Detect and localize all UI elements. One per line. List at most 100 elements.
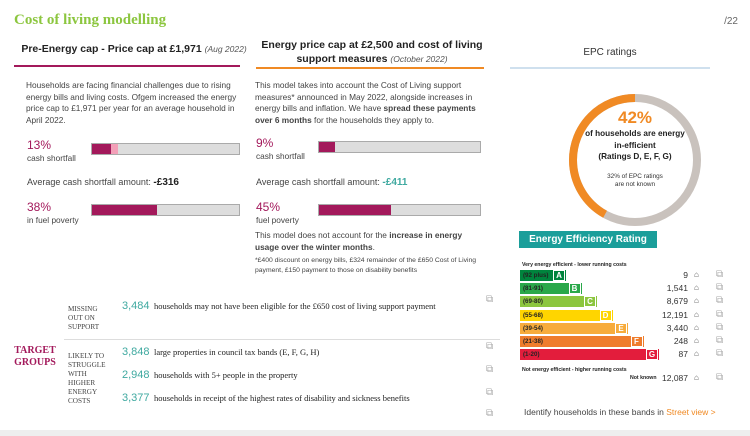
- street-view-link[interactable]: Street view >: [666, 407, 716, 417]
- epc-band-count: 248: [673, 336, 688, 346]
- epc-band-row: (1-20) G 87 ⌂ ⧉: [520, 348, 735, 361]
- home-icon[interactable]: ⌂: [694, 322, 699, 332]
- col1-rule: [14, 65, 240, 67]
- target-row: 3,484 households may not have been eligi…: [122, 296, 492, 314]
- ring-arc: [569, 94, 701, 226]
- external-link-icon[interactable]: ⧉: [716, 321, 724, 333]
- epc-top-note: Very energy efficient - lower running co…: [522, 262, 627, 268]
- epc-band-row: (69-80) C 8,679 ⌂ ⧉: [520, 295, 735, 308]
- epc-bottom-note: Not energy efficient - higher running co…: [522, 367, 627, 373]
- epc-band-letter: D: [599, 309, 612, 321]
- col2-paragraph: This model takes into account the Cost o…: [255, 80, 476, 125]
- street-view-text: Identify households in these bands in St…: [524, 407, 716, 417]
- home-icon[interactable]: ⌂: [694, 349, 699, 359]
- epc-band-g: (1-20) G: [520, 349, 659, 361]
- epc-band-row: (81-91) B 1,541 ⌂ ⧉: [520, 282, 735, 295]
- col1-paragraph: Households are facing financial challeng…: [26, 80, 237, 125]
- home-icon[interactable]: ⌂: [694, 283, 699, 293]
- target-row-number: 3,848: [122, 346, 150, 358]
- target-row-text: households in receipt of the highest rat…: [153, 393, 410, 403]
- col2-heading: Energy price cap at £2,500 and cost of l…: [261, 39, 483, 65]
- col1-shortfall-pct: 13%: [27, 138, 52, 152]
- epc-band-range: (21-38): [523, 338, 543, 345]
- epc-band-row: (39-54) E 3,440 ⌂ ⧉: [520, 321, 735, 334]
- epc-band-range: (92 plus): [523, 272, 549, 279]
- col2-poverty-label: fuel poverty: [256, 215, 299, 225]
- external-link-icon[interactable]: ⧉: [716, 335, 724, 346]
- epc-ring-text: of households are energy in-efficient (R…: [585, 129, 685, 161]
- epc-band-range: (81-91): [523, 285, 543, 293]
- target-row-text: households with 5+ people in the propert…: [153, 370, 298, 380]
- epc-band-range: (39-54): [523, 324, 543, 332]
- col1-poverty-label: in fuel poverty: [27, 215, 79, 225]
- home-icon[interactable]: ⌂: [694, 270, 699, 279]
- epc-band-b: (81-91) B: [520, 283, 582, 295]
- epc-band-count: 3,440: [666, 322, 688, 333]
- external-link-icon[interactable]: ⧉: [486, 364, 494, 375]
- epc-band-count: 87: [678, 349, 688, 360]
- external-link-icon[interactable]: ⧉: [716, 372, 724, 383]
- epc-band-d: (55-68) D: [520, 309, 613, 321]
- external-link-icon[interactable]: ⧉: [486, 387, 494, 398]
- col1-shortfall-fill: [92, 144, 112, 154]
- home-icon[interactable]: ⌂: [694, 373, 699, 382]
- col2-poverty-bar: [318, 204, 481, 216]
- epc-ring-pct: 42%: [617, 108, 653, 127]
- external-link-icon[interactable]: ⧉: [486, 294, 494, 305]
- epc-band-a: (92 plus) A: [520, 270, 566, 281]
- epc-band-letter: B: [568, 283, 581, 295]
- divider: [64, 339, 500, 340]
- col1-shortfall-fill-secondary: [111, 144, 119, 154]
- epc-heading: EPC ratings: [583, 47, 637, 58]
- struggle-label: LIKELY TO STRUGGLE WITH HIGHER ENERGY CO…: [68, 352, 106, 405]
- ring-chart: [569, 94, 701, 226]
- epc-band-c: (69-80) C: [520, 296, 597, 308]
- home-icon[interactable]: ⌂: [694, 336, 699, 345]
- external-link-icon[interactable]: ⧉: [716, 282, 724, 294]
- missing-out-label: MISSING OUT ON SUPPORT: [68, 305, 100, 331]
- epc-band-letter: C: [584, 296, 596, 308]
- target-row: 3,848 large properties in council tax ba…: [122, 342, 492, 360]
- external-link-icon[interactable]: ⧉: [716, 308, 724, 320]
- col2-avg-shortfall: Average cash shortfall amount: -£411: [256, 177, 408, 188]
- epc-ring: [566, 91, 704, 229]
- target-row-text: large properties in council tax bands (E…: [153, 347, 320, 357]
- target-row-number: 2,948: [122, 369, 150, 381]
- col1-heading: Pre-Energy cap - Price cap at £1,971 (Au…: [21, 43, 247, 55]
- target-row: 2,948 households with 5+ people in the p…: [122, 365, 492, 383]
- external-link-icon[interactable]: ⧉: [486, 341, 494, 352]
- home-icon[interactable]: ⌂: [694, 309, 699, 319]
- col2-footnote: *£400 discount on energy bills, £324 rem…: [255, 257, 477, 274]
- col2-shortfall-fill: [319, 142, 336, 152]
- external-link-icon[interactable]: ⧉: [486, 408, 494, 419]
- epc-band-letter: F: [630, 336, 643, 347]
- target-row: 3,377 households in receipt of the highe…: [122, 388, 492, 406]
- external-link-icon[interactable]: ⧉: [716, 348, 724, 360]
- home-icon[interactable]: ⌂: [694, 296, 699, 306]
- col1-avg-shortfall: Average cash shortfall amount: -£316: [27, 177, 179, 188]
- epc-band-count: 9: [683, 270, 688, 280]
- col1-avg-value: -£316: [153, 177, 179, 188]
- epc-rating-title: Energy Efficiency Rating: [519, 231, 657, 248]
- col1-poverty-bar: [91, 204, 240, 216]
- epc-not-known-label: Not known: [630, 375, 657, 381]
- epc-band-count: 1,541: [666, 283, 688, 294]
- epc-band-row: (55-68) D 12,191 ⌂ ⧉: [520, 308, 735, 321]
- page-number: /22: [724, 16, 738, 27]
- external-link-icon[interactable]: ⧉: [716, 269, 724, 280]
- epc-band-letter: G: [646, 349, 658, 361]
- epc-band-letter: E: [615, 322, 627, 334]
- epc-band-count: 8,679: [666, 296, 688, 307]
- target-row-text: households may not have been eligible fo…: [153, 301, 436, 311]
- epc-band-f: (21-38) F: [520, 336, 644, 347]
- col1-poverty-pct: 38%: [27, 200, 52, 214]
- epc-band-letter: A: [553, 270, 565, 281]
- target-row-number: 3,377: [122, 392, 150, 404]
- col2-shortfall-label: cash shortfall: [256, 151, 305, 161]
- col2-rule: [256, 67, 484, 69]
- epc-band-row: (92 plus) A 9 ⌂ ⧉: [520, 269, 735, 281]
- page-title: Cost of living modelling: [14, 12, 167, 28]
- col1-shortfall-label: cash shortfall: [27, 153, 76, 163]
- external-link-icon[interactable]: ⧉: [716, 295, 724, 307]
- target-row-number: 3,484: [122, 300, 150, 312]
